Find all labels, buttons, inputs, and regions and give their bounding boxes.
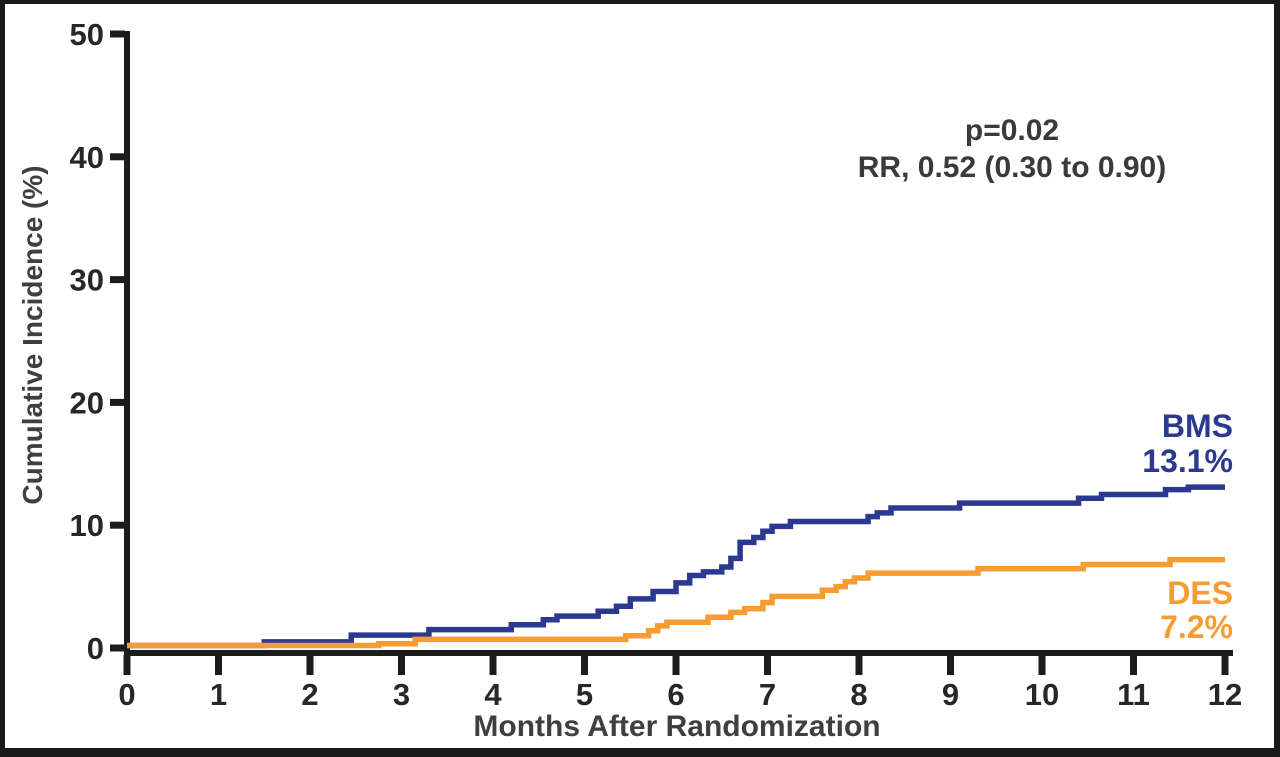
bms-curve	[127, 484, 1225, 649]
y-tick-label: 10	[70, 508, 104, 543]
des-curve	[127, 556, 1225, 649]
x-tick-label: 9	[942, 677, 959, 712]
x-axis-title: Months After Randomization	[473, 710, 881, 743]
x-tick-label: 3	[393, 677, 410, 712]
y-axis-title: Cumulative Incidence (%)	[17, 165, 48, 505]
x-tick-label: 5	[576, 677, 593, 712]
x-tick-label: 8	[850, 677, 867, 712]
x-tick-label: 4	[484, 677, 502, 712]
bms-final-value: 13.1%	[1142, 443, 1233, 479]
x-tick-label: 11	[1117, 677, 1150, 712]
x-tick-label: 10	[1025, 677, 1059, 712]
x-tick-label: 12	[1208, 677, 1242, 712]
x-tick-label: 6	[667, 677, 684, 712]
y-tick-label: 20	[70, 385, 104, 420]
des-final-value: 7.2%	[1160, 609, 1233, 645]
des-curve-label: DES 7.2%	[1160, 576, 1233, 644]
x-tick-label: 2	[301, 677, 318, 712]
relative-risk-text: RR, 0.52 (0.30 to 0.90)	[857, 151, 1167, 184]
p-value-text: p=0.02	[964, 114, 1060, 147]
x-tick-label: 0	[118, 677, 135, 712]
y-tick-label: 0	[87, 631, 104, 666]
stats-annotation: p=0.02 RR, 0.52 (0.30 to 0.90)	[858, 112, 1166, 186]
bms-series-name: BMS	[1161, 408, 1233, 444]
des-series-name: DES	[1167, 575, 1233, 611]
y-tick-label: 30	[70, 263, 104, 298]
y-tick-label: 40	[70, 140, 104, 175]
x-tick-label: 1	[210, 677, 227, 712]
bms-curve-label: BMS 13.1%	[1142, 409, 1233, 479]
x-tick-label: 7	[759, 677, 776, 712]
y-tick-label: 50	[70, 17, 104, 52]
